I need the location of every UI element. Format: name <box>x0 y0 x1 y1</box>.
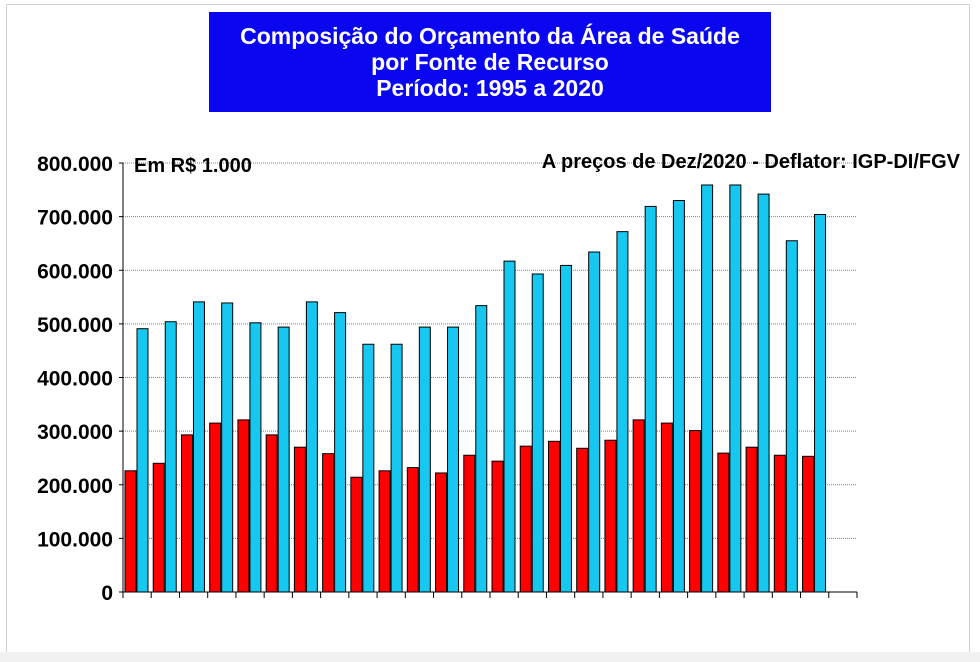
y-tick-label: 700.000 <box>37 207 113 230</box>
bottom-strip <box>0 652 980 662</box>
y-tick-label: 300.000 <box>37 421 113 444</box>
y-tick-label: 0 <box>101 582 113 605</box>
bar-red-2005 <box>406 467 419 593</box>
bar-red-2003 <box>350 476 363 593</box>
bar-blue-2018 <box>785 240 798 593</box>
bar-blue-2008 <box>503 260 516 593</box>
bar-red-1997 <box>180 434 193 593</box>
bar-blue-2005 <box>418 326 431 593</box>
bar-red-1999 <box>237 419 250 593</box>
bar-red-2018 <box>773 454 786 593</box>
y-tick-label: 800.000 <box>37 153 113 176</box>
bar-blue-2009 <box>531 273 544 593</box>
y-tick-label: 100.000 <box>37 528 113 551</box>
bar-red-2009 <box>519 445 532 593</box>
bar-red-2006 <box>435 472 448 593</box>
chart-title-line-2: por Fonte de Recurso <box>371 49 609 75</box>
bar-red-2001 <box>293 446 306 593</box>
bar-red-2000 <box>265 434 278 593</box>
bar-blue-2007 <box>475 305 488 593</box>
bar-blue-2010 <box>559 264 572 593</box>
bar-blue-1998 <box>221 302 234 593</box>
y-tick-label: 500.000 <box>37 314 113 337</box>
bar-blue-2001 <box>305 301 318 593</box>
bar-blue-2012 <box>616 231 629 593</box>
bar-red-1996 <box>152 462 165 593</box>
bar-red-2008 <box>491 460 504 593</box>
bar-blue-1995 <box>136 328 149 593</box>
bar-red-1998 <box>209 422 222 593</box>
unit-annotation: Em R$ 1.000 <box>134 155 252 177</box>
bar-blue-2017 <box>757 193 770 593</box>
bar-red-2010 <box>547 440 560 593</box>
bar-blue-2019 <box>814 213 827 593</box>
bar-red-2019 <box>802 455 815 593</box>
y-tick-label: 400.000 <box>37 368 113 391</box>
bar-red-2015 <box>689 430 702 593</box>
bar-red-2011 <box>576 447 589 593</box>
chart-title: Composição do Orçamento da Área de Saúde… <box>209 12 771 112</box>
chart-title-line-3: Período: 1995 a 2020 <box>376 75 604 101</box>
bar-blue-2015 <box>701 184 714 593</box>
bar-blue-1997 <box>192 301 205 593</box>
bar-blue-2004 <box>390 343 403 593</box>
bar-red-2012 <box>604 439 617 593</box>
chart-title-line-1: Composição do Orçamento da Área de Saúde <box>240 23 740 49</box>
bar-blue-2016 <box>729 184 742 593</box>
bar-red-2013 <box>632 419 645 593</box>
bar-blue-1999 <box>249 322 262 593</box>
bar-red-2017 <box>745 446 758 593</box>
bar-blue-2014 <box>672 200 685 593</box>
deflator-annotation: A preços de Dez/2020 - Deflator: IGP-DI/… <box>542 151 961 173</box>
bar-red-1995 <box>124 470 137 593</box>
bar-red-2016 <box>717 452 730 593</box>
bar-blue-2002 <box>334 312 347 593</box>
y-tick-label: 600.000 <box>37 260 113 283</box>
bar-blue-2006 <box>447 326 460 593</box>
bar-red-2002 <box>322 453 335 593</box>
bar-blue-2003 <box>362 343 375 593</box>
bar-blue-2000 <box>277 326 290 593</box>
bar-red-2007 <box>463 454 476 593</box>
bar-blue-1996 <box>164 321 177 593</box>
bar-blue-2011 <box>588 251 601 593</box>
y-tick-label: 200.000 <box>37 475 113 498</box>
bar-blue-2013 <box>644 205 657 593</box>
bar-red-2004 <box>378 470 391 593</box>
bar-red-2014 <box>660 422 673 593</box>
